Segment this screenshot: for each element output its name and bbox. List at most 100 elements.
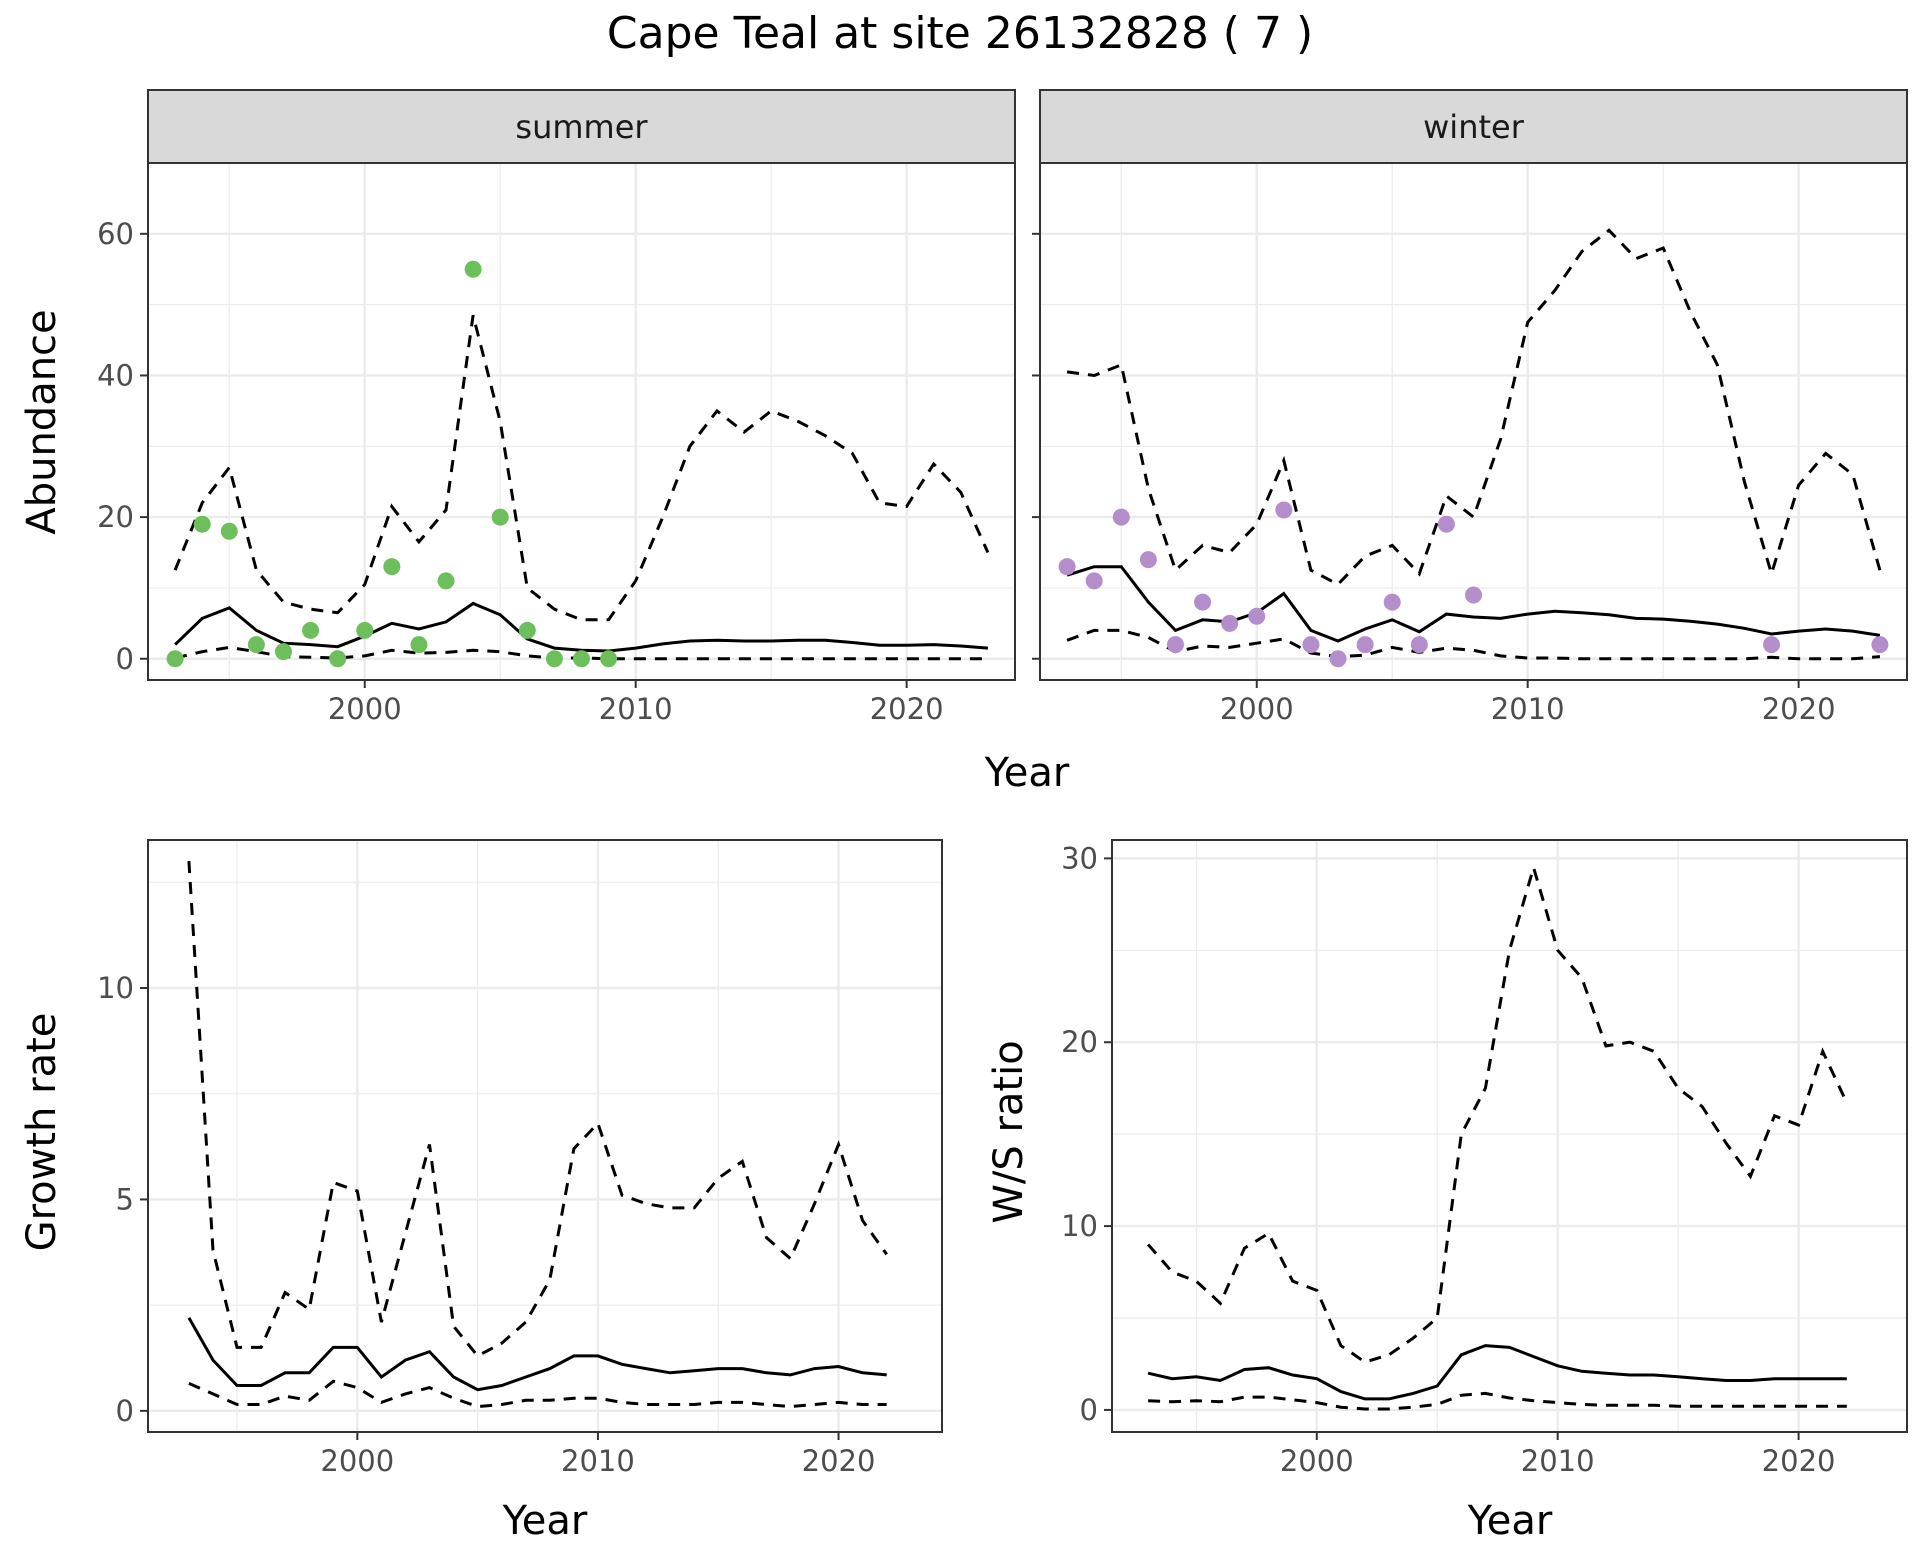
observation-point	[1437, 515, 1455, 533]
estimate-line	[187, 1317, 887, 1392]
observation-point	[1112, 508, 1130, 526]
y-tick-label: 10	[97, 971, 134, 1005]
observation-point	[166, 650, 184, 668]
series-group	[173, 314, 990, 661]
summer-strip	[147, 89, 1016, 164]
panel-border	[147, 839, 943, 1433]
winter-strip	[1039, 89, 1908, 164]
ws-ratio-x-axis-title: Year	[1467, 1498, 1553, 1544]
axes: 2000 2010 2020 0 5 10	[97, 971, 875, 1478]
y-tick-label: 0	[116, 642, 134, 676]
observation-point	[1410, 636, 1428, 654]
summer-plot-area: 2000 2010 2020 0 20 40 60	[97, 162, 1016, 726]
observation-point	[247, 636, 265, 654]
observation-point	[545, 650, 563, 668]
y-tick-label: 0	[1080, 1393, 1098, 1427]
winter-plot-area: 2000 2010 2020	[1032, 162, 1908, 726]
x-tick-label: 2010	[1491, 692, 1565, 726]
chart-title: Cape Teal at site 26132828 ( 7 )	[607, 8, 1313, 59]
observation-point	[1139, 551, 1157, 569]
growth-rate-y-axis-title: Growth rate	[19, 1013, 65, 1252]
y-tick-label: 60	[97, 217, 134, 251]
abundance-x-axis-title: Year	[984, 750, 1070, 796]
upper-bound-line	[187, 861, 888, 1358]
x-tick-label: 2000	[1220, 692, 1294, 726]
y-tick-label: 40	[97, 358, 134, 392]
observation-point	[220, 522, 238, 540]
abundance-y-axis-title: Abundance	[19, 309, 65, 534]
winter-strip-label: winter	[1423, 108, 1525, 146]
grid	[148, 840, 942, 1432]
growth-rate-panel: 2000 2010 2020 0 5 10 Growth rate Year	[19, 839, 943, 1544]
growth-rate-plot-area: 2000 2010 2020 0 5 10	[97, 839, 943, 1478]
x-tick-label: 2020	[870, 692, 944, 726]
observation-point	[1383, 593, 1401, 611]
panel-border	[1039, 162, 1908, 681]
series-group	[1146, 862, 1849, 1411]
x-tick-label: 2020	[802, 1444, 876, 1478]
observation-points	[1058, 501, 1889, 668]
observation-point	[491, 508, 509, 526]
observation-point	[1871, 636, 1889, 654]
observation-point	[302, 621, 320, 639]
axes: 2000 2010 2020	[1032, 232, 1836, 726]
observation-point	[1329, 650, 1347, 668]
panel-border	[147, 162, 1016, 681]
upper-bound-line	[1146, 862, 1849, 1364]
ws-ratio-panel: 2000 2010 2020 0 10 20 30 W/S ratio Year	[986, 839, 1908, 1544]
x-tick-label: 2010	[1521, 1444, 1595, 1478]
upper-bound-line	[173, 314, 990, 622]
grid	[148, 162, 1015, 680]
observation-point	[1275, 501, 1293, 519]
ws-ratio-y-axis-title: W/S ratio	[986, 1040, 1032, 1223]
y-tick-label: 10	[1061, 1209, 1098, 1243]
growth-rate-x-axis-title: Year	[502, 1498, 588, 1544]
x-tick-label: 2020	[1762, 692, 1836, 726]
x-tick-label: 2000	[1280, 1444, 1354, 1478]
grid	[1112, 840, 1907, 1432]
observation-point	[383, 558, 401, 576]
winter-panel: winter 2000 2010 2020	[1032, 89, 1908, 726]
observation-point	[1194, 593, 1212, 611]
summer-strip-label: summer	[515, 108, 648, 146]
observation-point	[274, 643, 292, 661]
observation-point	[193, 515, 211, 533]
observation-point	[1248, 607, 1266, 625]
observation-point	[1302, 636, 1320, 654]
summer-panel: summer 2000 2010 2020 0 20 40 60	[97, 89, 1016, 726]
observation-points	[166, 260, 618, 668]
estimate-line	[1147, 1344, 1847, 1401]
observation-point	[437, 572, 455, 590]
observation-point	[1166, 636, 1184, 654]
x-tick-label: 2000	[320, 1444, 394, 1478]
observation-point	[1763, 636, 1781, 654]
observation-point	[1058, 558, 1076, 576]
lower-bound-line	[188, 1379, 887, 1409]
series-group	[187, 861, 888, 1409]
observation-point	[1221, 614, 1239, 632]
observation-point	[1356, 636, 1374, 654]
lower-bound-line	[1148, 1391, 1847, 1411]
observation-point	[464, 260, 482, 278]
ws-ratio-plot-area: 2000 2010 2020 0 10 20 30	[1061, 839, 1908, 1478]
x-tick-label: 2000	[328, 692, 402, 726]
observation-point	[410, 636, 428, 654]
observation-point	[1465, 586, 1482, 604]
series-group	[1066, 228, 1882, 661]
y-tick-label: 30	[1061, 841, 1098, 875]
x-tick-label: 2010	[561, 1444, 635, 1478]
grid	[1040, 162, 1907, 680]
lower-bound-line	[1066, 628, 1881, 661]
y-tick-label: 0	[116, 1394, 134, 1428]
observation-point	[1085, 572, 1103, 590]
y-tick-label: 5	[116, 1182, 134, 1216]
observation-point	[356, 621, 374, 639]
observation-point	[329, 650, 347, 668]
y-tick-label: 20	[1061, 1025, 1098, 1059]
observation-point	[573, 650, 590, 668]
axes: 2000 2010 2020 0 10 20 30	[1061, 841, 1835, 1478]
panel-border	[1111, 839, 1908, 1433]
observation-point	[600, 650, 618, 668]
y-tick-label: 20	[97, 500, 134, 534]
